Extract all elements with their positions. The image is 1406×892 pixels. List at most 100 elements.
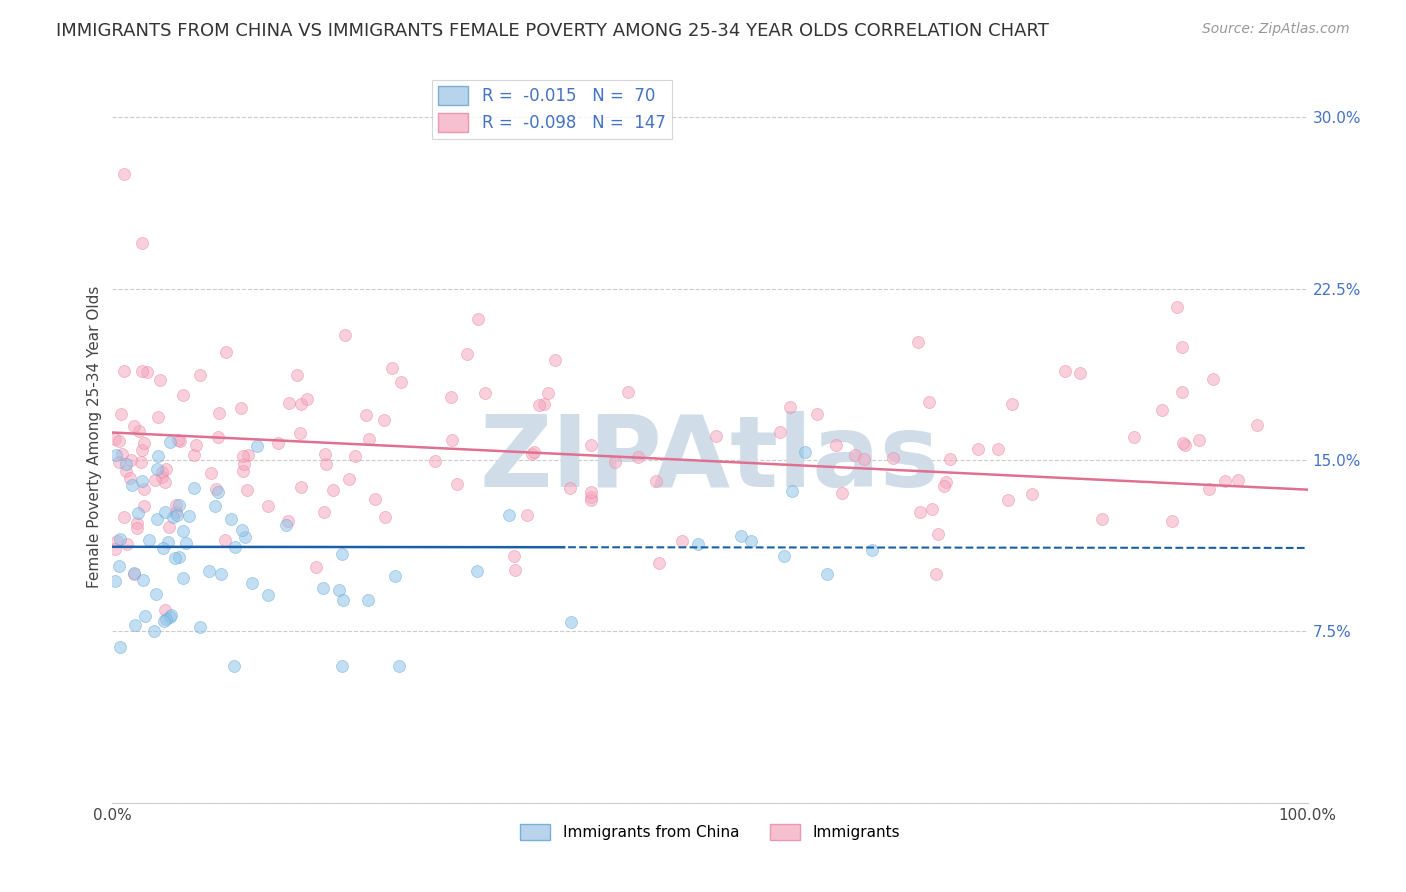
- Point: [333, 327, 356, 342]
- Point: [242, 575, 264, 590]
- Point: [145, 586, 167, 600]
- Point: [357, 593, 380, 607]
- Point: [115, 536, 138, 550]
- Point: [131, 442, 153, 457]
- Point: [544, 353, 567, 368]
- Point: [882, 451, 904, 466]
- Point: [172, 571, 194, 585]
- Point: [148, 449, 170, 463]
- Text: IMMIGRANTS FROM CHINA VS IMMIGRANTS FEMALE POVERTY AMONG 25-34 YEAR OLDS CORRELA: IMMIGRANTS FROM CHINA VS IMMIGRANTS FEMA…: [56, 22, 1049, 40]
- Point: [235, 483, 257, 498]
- Point: [204, 499, 226, 513]
- Point: [364, 491, 387, 506]
- Point: [773, 549, 796, 563]
- Point: [162, 509, 184, 524]
- Point: [238, 448, 260, 462]
- Point: [579, 490, 602, 504]
- Point: [188, 368, 211, 383]
- Point: [312, 506, 335, 520]
- Legend: Immigrants from China, Immigrants: Immigrants from China, Immigrants: [513, 818, 907, 847]
- Point: [322, 483, 344, 497]
- Point: [184, 438, 207, 452]
- Point: [188, 620, 211, 634]
- Point: [111, 447, 134, 461]
- Point: [155, 462, 177, 476]
- Point: [290, 480, 312, 494]
- Point: [1069, 366, 1091, 380]
- Point: [503, 549, 526, 563]
- Point: [127, 506, 149, 520]
- Point: [167, 433, 190, 447]
- Point: [153, 475, 176, 490]
- Point: [108, 559, 131, 574]
- Text: Source: ZipAtlas.com: Source: ZipAtlas.com: [1202, 22, 1350, 37]
- Point: [853, 452, 876, 467]
- Point: [108, 640, 131, 654]
- Point: [1001, 397, 1024, 411]
- Point: [645, 475, 668, 489]
- Point: [467, 312, 489, 326]
- Point: [467, 564, 489, 578]
- Point: [315, 457, 337, 471]
- Point: [219, 512, 242, 526]
- Point: [740, 533, 762, 548]
- Point: [132, 574, 155, 588]
- Point: [925, 567, 948, 582]
- Point: [1171, 436, 1194, 450]
- Point: [1170, 384, 1192, 399]
- Point: [343, 449, 366, 463]
- Point: [917, 395, 939, 409]
- Point: [617, 385, 640, 400]
- Point: [124, 566, 146, 580]
- Point: [153, 602, 176, 616]
- Point: [122, 566, 145, 581]
- Point: [305, 559, 328, 574]
- Point: [172, 387, 194, 401]
- Point: [231, 401, 253, 415]
- Point: [233, 530, 256, 544]
- Point: [167, 549, 190, 564]
- Point: [134, 499, 156, 513]
- Point: [844, 448, 866, 462]
- Point: [997, 493, 1019, 508]
- Point: [831, 485, 853, 500]
- Point: [224, 541, 246, 555]
- Point: [927, 526, 949, 541]
- Point: [124, 618, 146, 632]
- Point: [1091, 512, 1114, 526]
- Point: [159, 434, 181, 449]
- Point: [108, 434, 131, 449]
- Point: [197, 564, 219, 578]
- Point: [603, 455, 626, 469]
- Point: [125, 516, 148, 530]
- Point: [354, 408, 377, 422]
- Point: [706, 429, 728, 443]
- Point: [1213, 475, 1236, 489]
- Point: [330, 658, 353, 673]
- Point: [172, 524, 194, 538]
- Point: [108, 455, 131, 469]
- Point: [157, 519, 180, 533]
- Point: [939, 452, 962, 467]
- Point: [200, 467, 222, 481]
- Point: [295, 392, 318, 407]
- Point: [357, 432, 380, 446]
- Point: [114, 167, 135, 181]
- Point: [112, 364, 135, 378]
- Point: [156, 534, 179, 549]
- Point: [183, 481, 205, 495]
- Point: [104, 574, 127, 588]
- Point: [441, 434, 464, 448]
- Point: [1150, 403, 1173, 417]
- Point: [146, 409, 169, 424]
- Point: [730, 528, 752, 542]
- Text: ZIPAtlas: ZIPAtlas: [479, 410, 941, 508]
- Point: [560, 615, 582, 629]
- Point: [520, 447, 543, 461]
- Point: [215, 345, 238, 359]
- Point: [134, 608, 156, 623]
- Point: [1123, 430, 1146, 444]
- Point: [932, 479, 955, 493]
- Point: [769, 425, 792, 439]
- Point: [921, 502, 943, 516]
